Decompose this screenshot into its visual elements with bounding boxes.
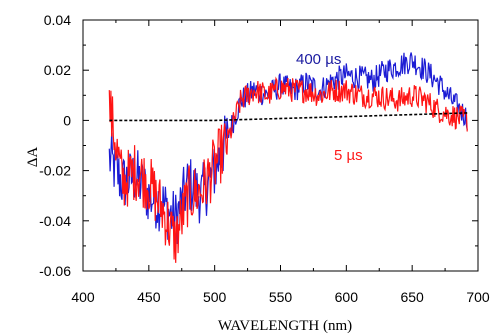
y-tick-label: 0.04: [44, 12, 71, 28]
y-tick-label: -0.04: [39, 213, 71, 229]
annotation-5us: 5 µs: [334, 147, 363, 164]
y-axis-title: ΔA: [25, 147, 41, 168]
series-5us: [108, 76, 468, 263]
tick-labels: 400 450 500 550 600 650 700 0.04 0.02 0 -0.02 -0.04…: [39, 12, 490, 305]
axes: [82, 19, 479, 272]
plot-frame: [82, 19, 479, 272]
x-tick-label: 400: [71, 289, 95, 305]
x-tick-label: 550: [269, 289, 293, 305]
x-tick-label: 600: [335, 289, 359, 305]
y-tick-label: -0.06: [39, 263, 71, 279]
x-tick-label: 450: [137, 289, 161, 305]
x-tick-label: 500: [203, 289, 227, 305]
y-tick-label: 0: [63, 112, 71, 128]
plot-area: [108, 52, 468, 263]
x-axis-title: WAVELENGTH (nm): [218, 318, 352, 334]
x-tick-label: 650: [400, 289, 424, 305]
baseline-dashed: [109, 112, 468, 122]
y-tick-label: 0.02: [44, 62, 71, 78]
y-tick-label: -0.02: [39, 163, 71, 179]
x-tick-label: 700: [466, 289, 490, 305]
annotation-400us: 400 µs: [296, 51, 341, 68]
